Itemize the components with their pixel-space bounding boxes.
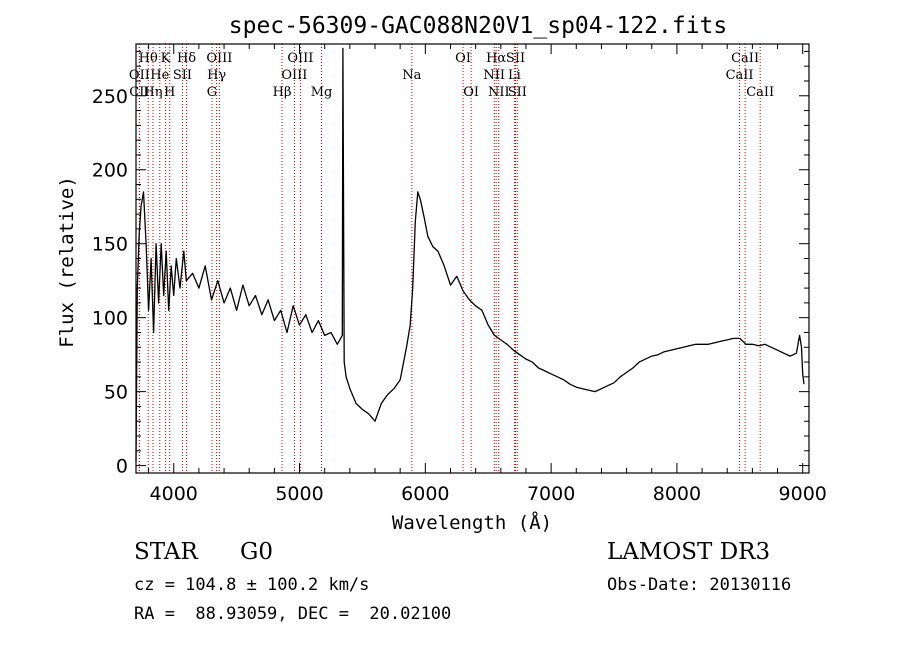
line-marker-label: Hθ [139,51,158,66]
line-marker-label: OIII [287,51,313,66]
x-tick-label: 5000 [275,483,323,505]
chart-title: spec-56309-GAC088N20V1_sp04-122.fits [229,13,728,39]
survey-name: LAMOST DR3 [607,539,771,565]
line-marker-label: OII [129,68,150,83]
line-marker-label: H [164,85,175,100]
line-marker-label: NII [488,85,510,100]
redshift-text: cz = 104.8 ± 100.2 km/s [134,575,370,595]
line-marker-label: OIII [281,68,307,83]
line-marker-label: Hβ [273,85,292,100]
x-tick-label: 7000 [527,483,575,505]
x-tick-label: 8000 [653,483,701,505]
x-tick-label: 9000 [779,483,827,505]
x-axis: 4000 5000 6000 7000 8000 9000 [148,44,827,505]
x-tick-label: 6000 [401,483,449,505]
line-marker-label: Hγ [207,68,226,83]
line-marker-label: OIII [206,51,232,66]
line-marker-label: SII [173,68,192,83]
object-subclass: G0 [240,539,274,565]
line-marker-label: SII [508,85,527,100]
line-marker-label: Li [508,68,521,83]
line-marker-label: NII [483,68,505,83]
line-marker-label: Hα [486,51,506,66]
line-marker-label: Hη [143,85,162,100]
line-marker-label: SII [506,51,525,66]
line-marker-label: He [150,68,169,83]
y-tick-label: 0 [116,456,128,478]
coordinates-text: RA = 88.93059, DEC = 20.02100 [134,604,452,624]
series-line-flux [135,47,805,462]
line-marker-label: CaII [731,51,759,66]
line-marker-label: CaII [746,85,774,100]
line-marker-label: K [161,51,171,66]
y-axis: 0 50 100 150 200 250 [92,50,809,478]
series-layer [135,47,805,462]
y-tick-label: 100 [92,308,128,330]
line-marker-label: G [207,85,217,100]
line-marker-label: CaII [726,68,754,83]
y-tick-label: 200 [92,160,128,182]
line-marker-label: Na [402,68,421,83]
object-class: STAR [134,539,198,565]
x-tick-label: 4000 [150,483,198,505]
plot-frame [135,43,810,474]
line-marker-label: Mg [311,85,333,100]
y-tick-label: 250 [92,86,128,108]
line-marker-label: OI [455,51,471,66]
line-marker-label: Hδ [177,51,196,66]
x-axis-label: Wavelength (Å) [392,511,552,534]
line-marker-label: OI [463,85,479,100]
obs-date-text: Obs-Date: 20130116 [607,575,792,595]
y-tick-label: 150 [92,234,128,256]
y-tick-label: 50 [104,382,128,404]
y-axis-label: Flux (relative) [56,176,78,348]
